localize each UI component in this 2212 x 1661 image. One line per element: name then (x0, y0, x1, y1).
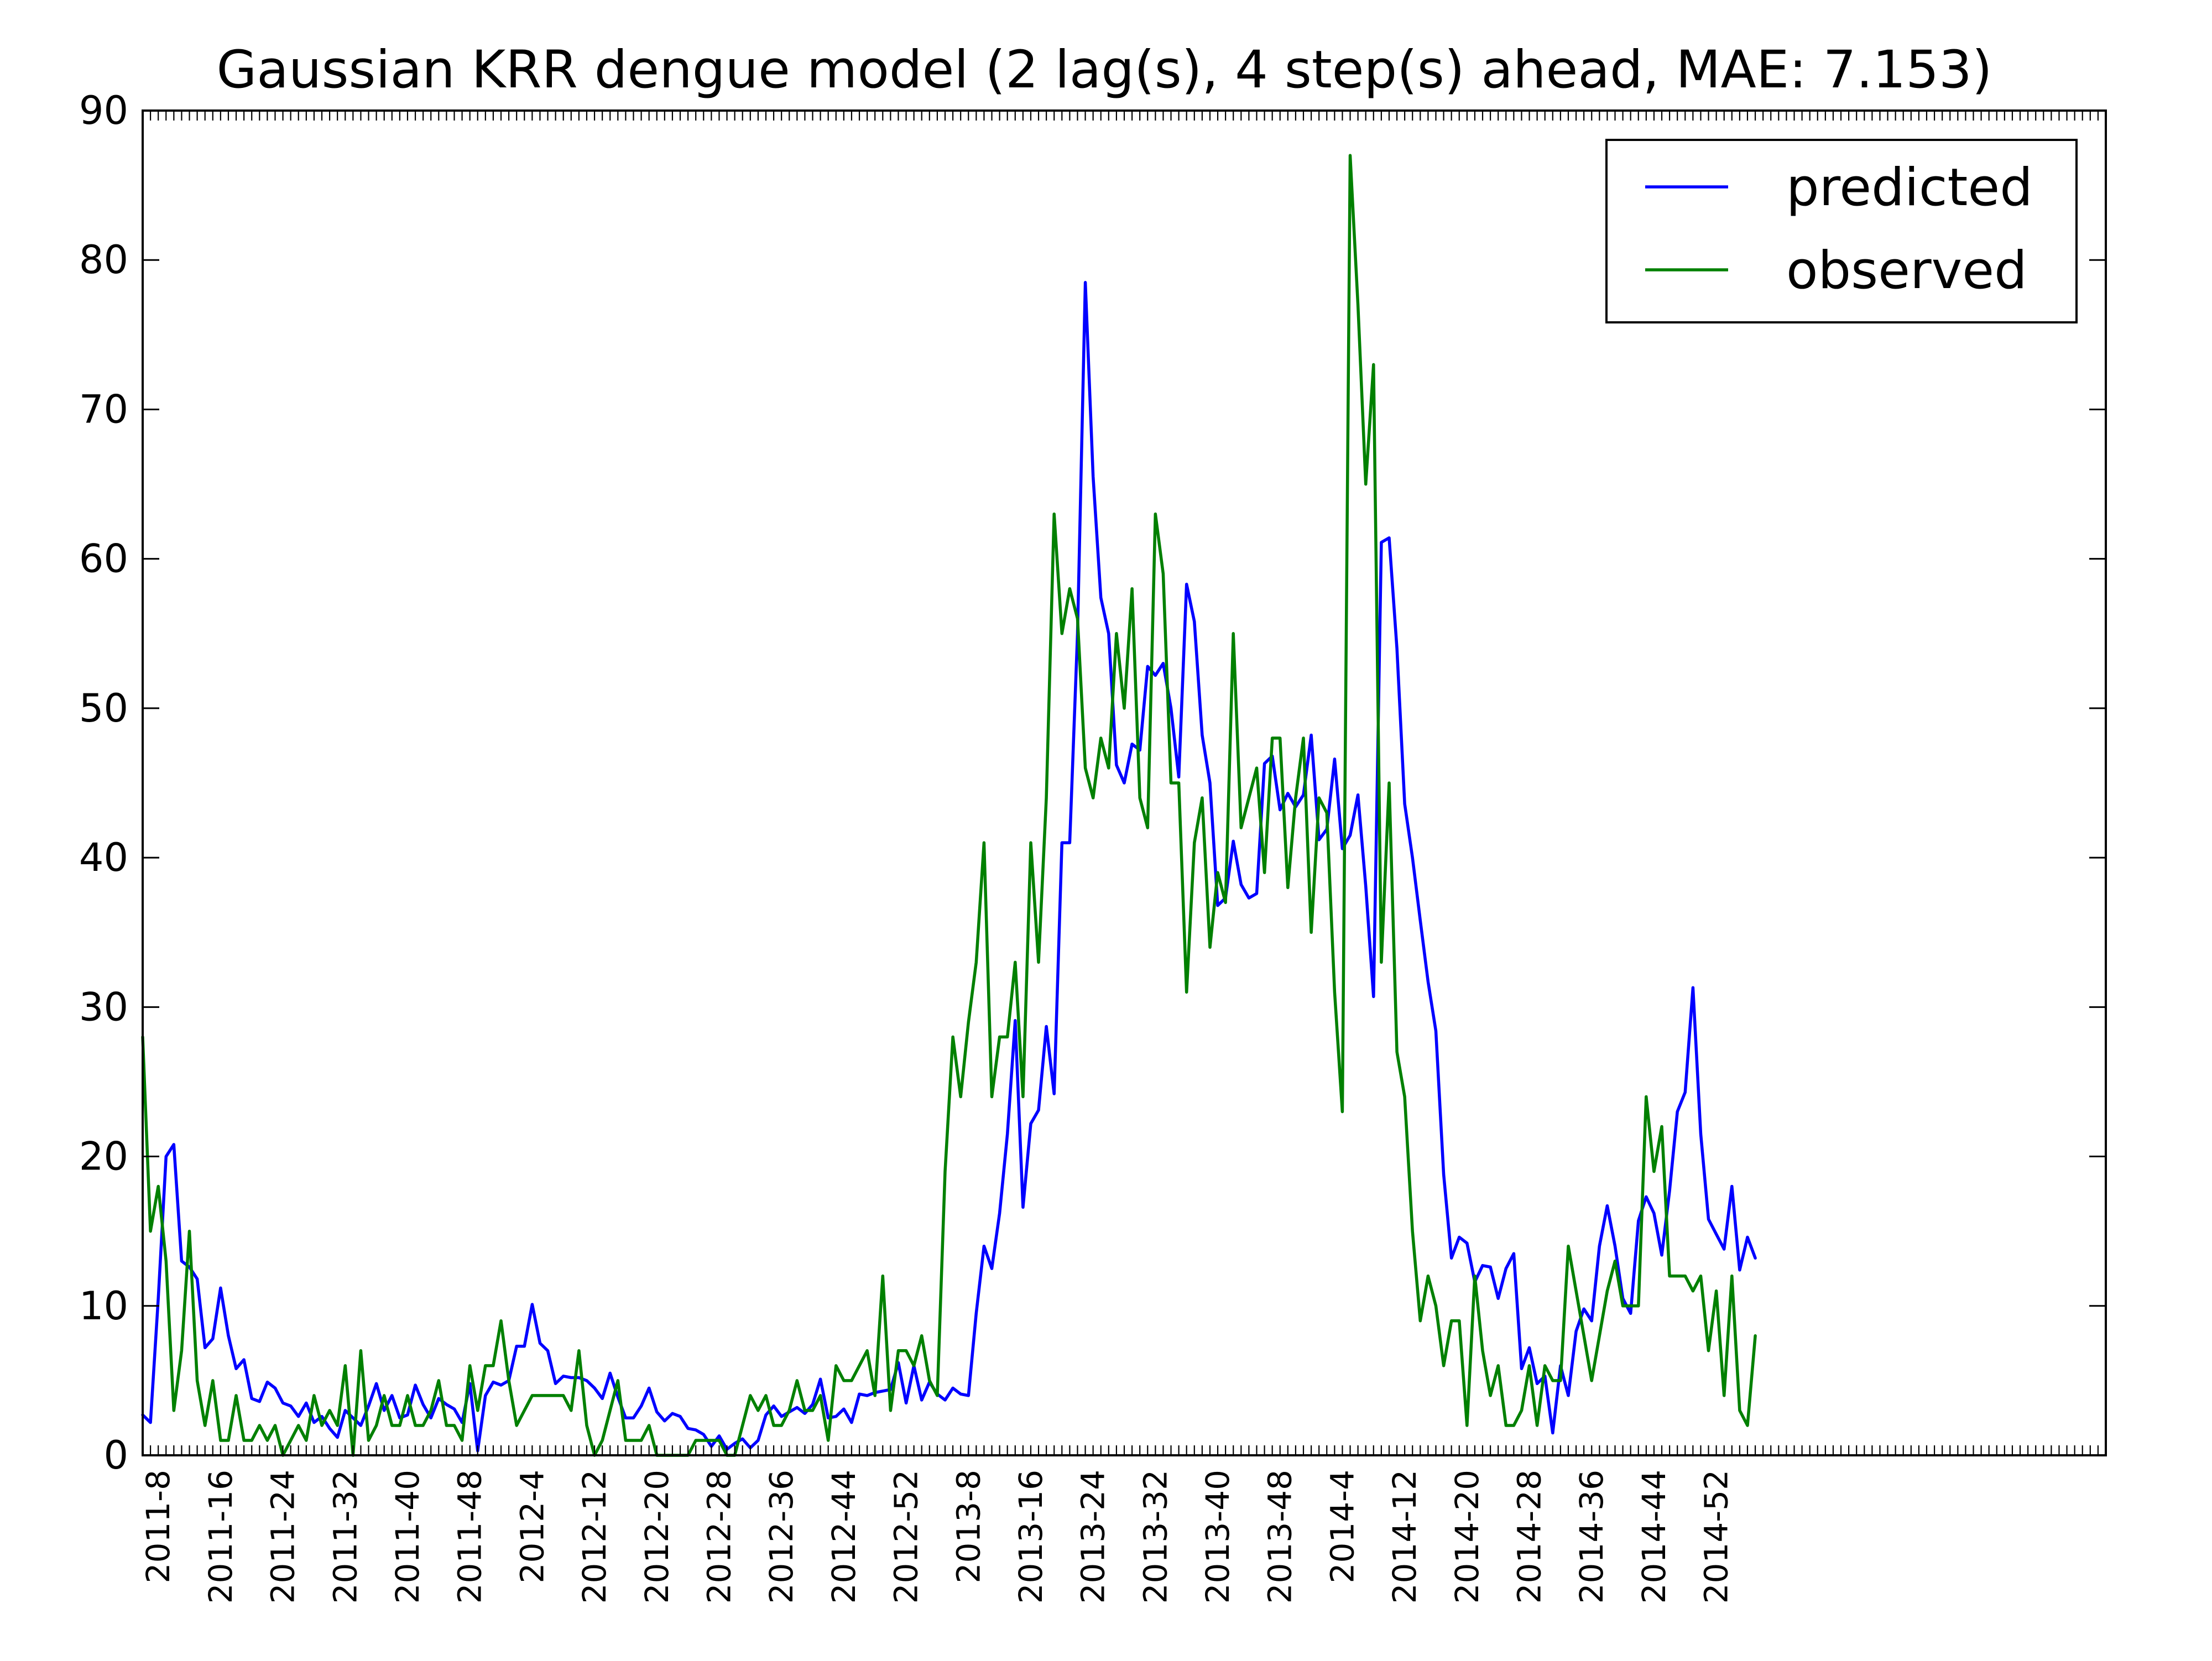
x-tick-label: 2013-48 (1261, 1470, 1299, 1603)
y-tick-label: 50 (79, 686, 128, 731)
x-tick-label: 2014-52 (1698, 1470, 1735, 1603)
x-tick-label: 2014-20 (1448, 1470, 1486, 1603)
x-tick-label: 2013-40 (1199, 1470, 1237, 1603)
y-tick-label: 70 (79, 386, 128, 432)
axes: 0 10 20 30 40 50 60 70 80 90 2011-8 2011-16 2011-24 2… (79, 88, 2107, 1603)
x-tick-label: 2013-16 (1012, 1470, 1050, 1603)
x-tick-label: 2012-52 (888, 1470, 925, 1603)
x-tick-label: 2013-32 (1136, 1470, 1174, 1603)
legend: predicted observed (1605, 139, 2078, 323)
x-tick-label: 2014-12 (1386, 1470, 1423, 1603)
x-tick-label: 2014-28 (1511, 1470, 1548, 1603)
x-tick-label: 2012-36 (763, 1470, 800, 1603)
legend-label-predicted: predicted (1786, 158, 2033, 218)
x-tick-label: 2013-8 (950, 1470, 987, 1583)
y-tick-label: 30 (79, 984, 128, 1030)
legend-label-observed: observed (1786, 241, 2027, 301)
x-tick-label: 2013-24 (1074, 1470, 1112, 1603)
y-tick-label: 0 (103, 1433, 128, 1478)
x-tick-label: 2014-44 (1635, 1470, 1673, 1603)
x-tick-label: 2012-28 (700, 1470, 738, 1603)
y-tick-label: 40 (79, 835, 128, 880)
x-tick-label: 2014-36 (1573, 1470, 1610, 1603)
x-tick-label: 2011-32 (326, 1470, 364, 1603)
x-tick-label: 2011-40 (389, 1470, 426, 1603)
y-tick-label: 20 (79, 1134, 128, 1179)
x-tick-label: 2012-4 (513, 1470, 551, 1583)
x-tick-label: 2011-8 (139, 1470, 177, 1583)
series-line-observed (141, 154, 1757, 1457)
y-tick-label: 80 (79, 237, 128, 283)
y-tick-label: 90 (79, 88, 128, 133)
legend-box (1605, 139, 2078, 323)
x-tick-label: 2012-44 (825, 1470, 863, 1603)
x-tick-label: 2012-12 (576, 1470, 613, 1603)
x-tick-label: 2012-20 (638, 1470, 676, 1603)
x-tick-label: 2011-24 (264, 1470, 302, 1603)
x-tick-label: 2011-16 (202, 1470, 239, 1603)
x-tick-label: 2014-4 (1323, 1470, 1361, 1583)
plot-area (141, 154, 1757, 1457)
y-tick-label: 10 (79, 1283, 128, 1329)
chart-title: Gaussian KRR dengue model (2 lag(s), 4 s… (216, 40, 1992, 100)
y-tick-label: 60 (79, 536, 128, 582)
x-tick-label: 2011-48 (451, 1470, 489, 1603)
series-line-predicted (141, 281, 1757, 1453)
